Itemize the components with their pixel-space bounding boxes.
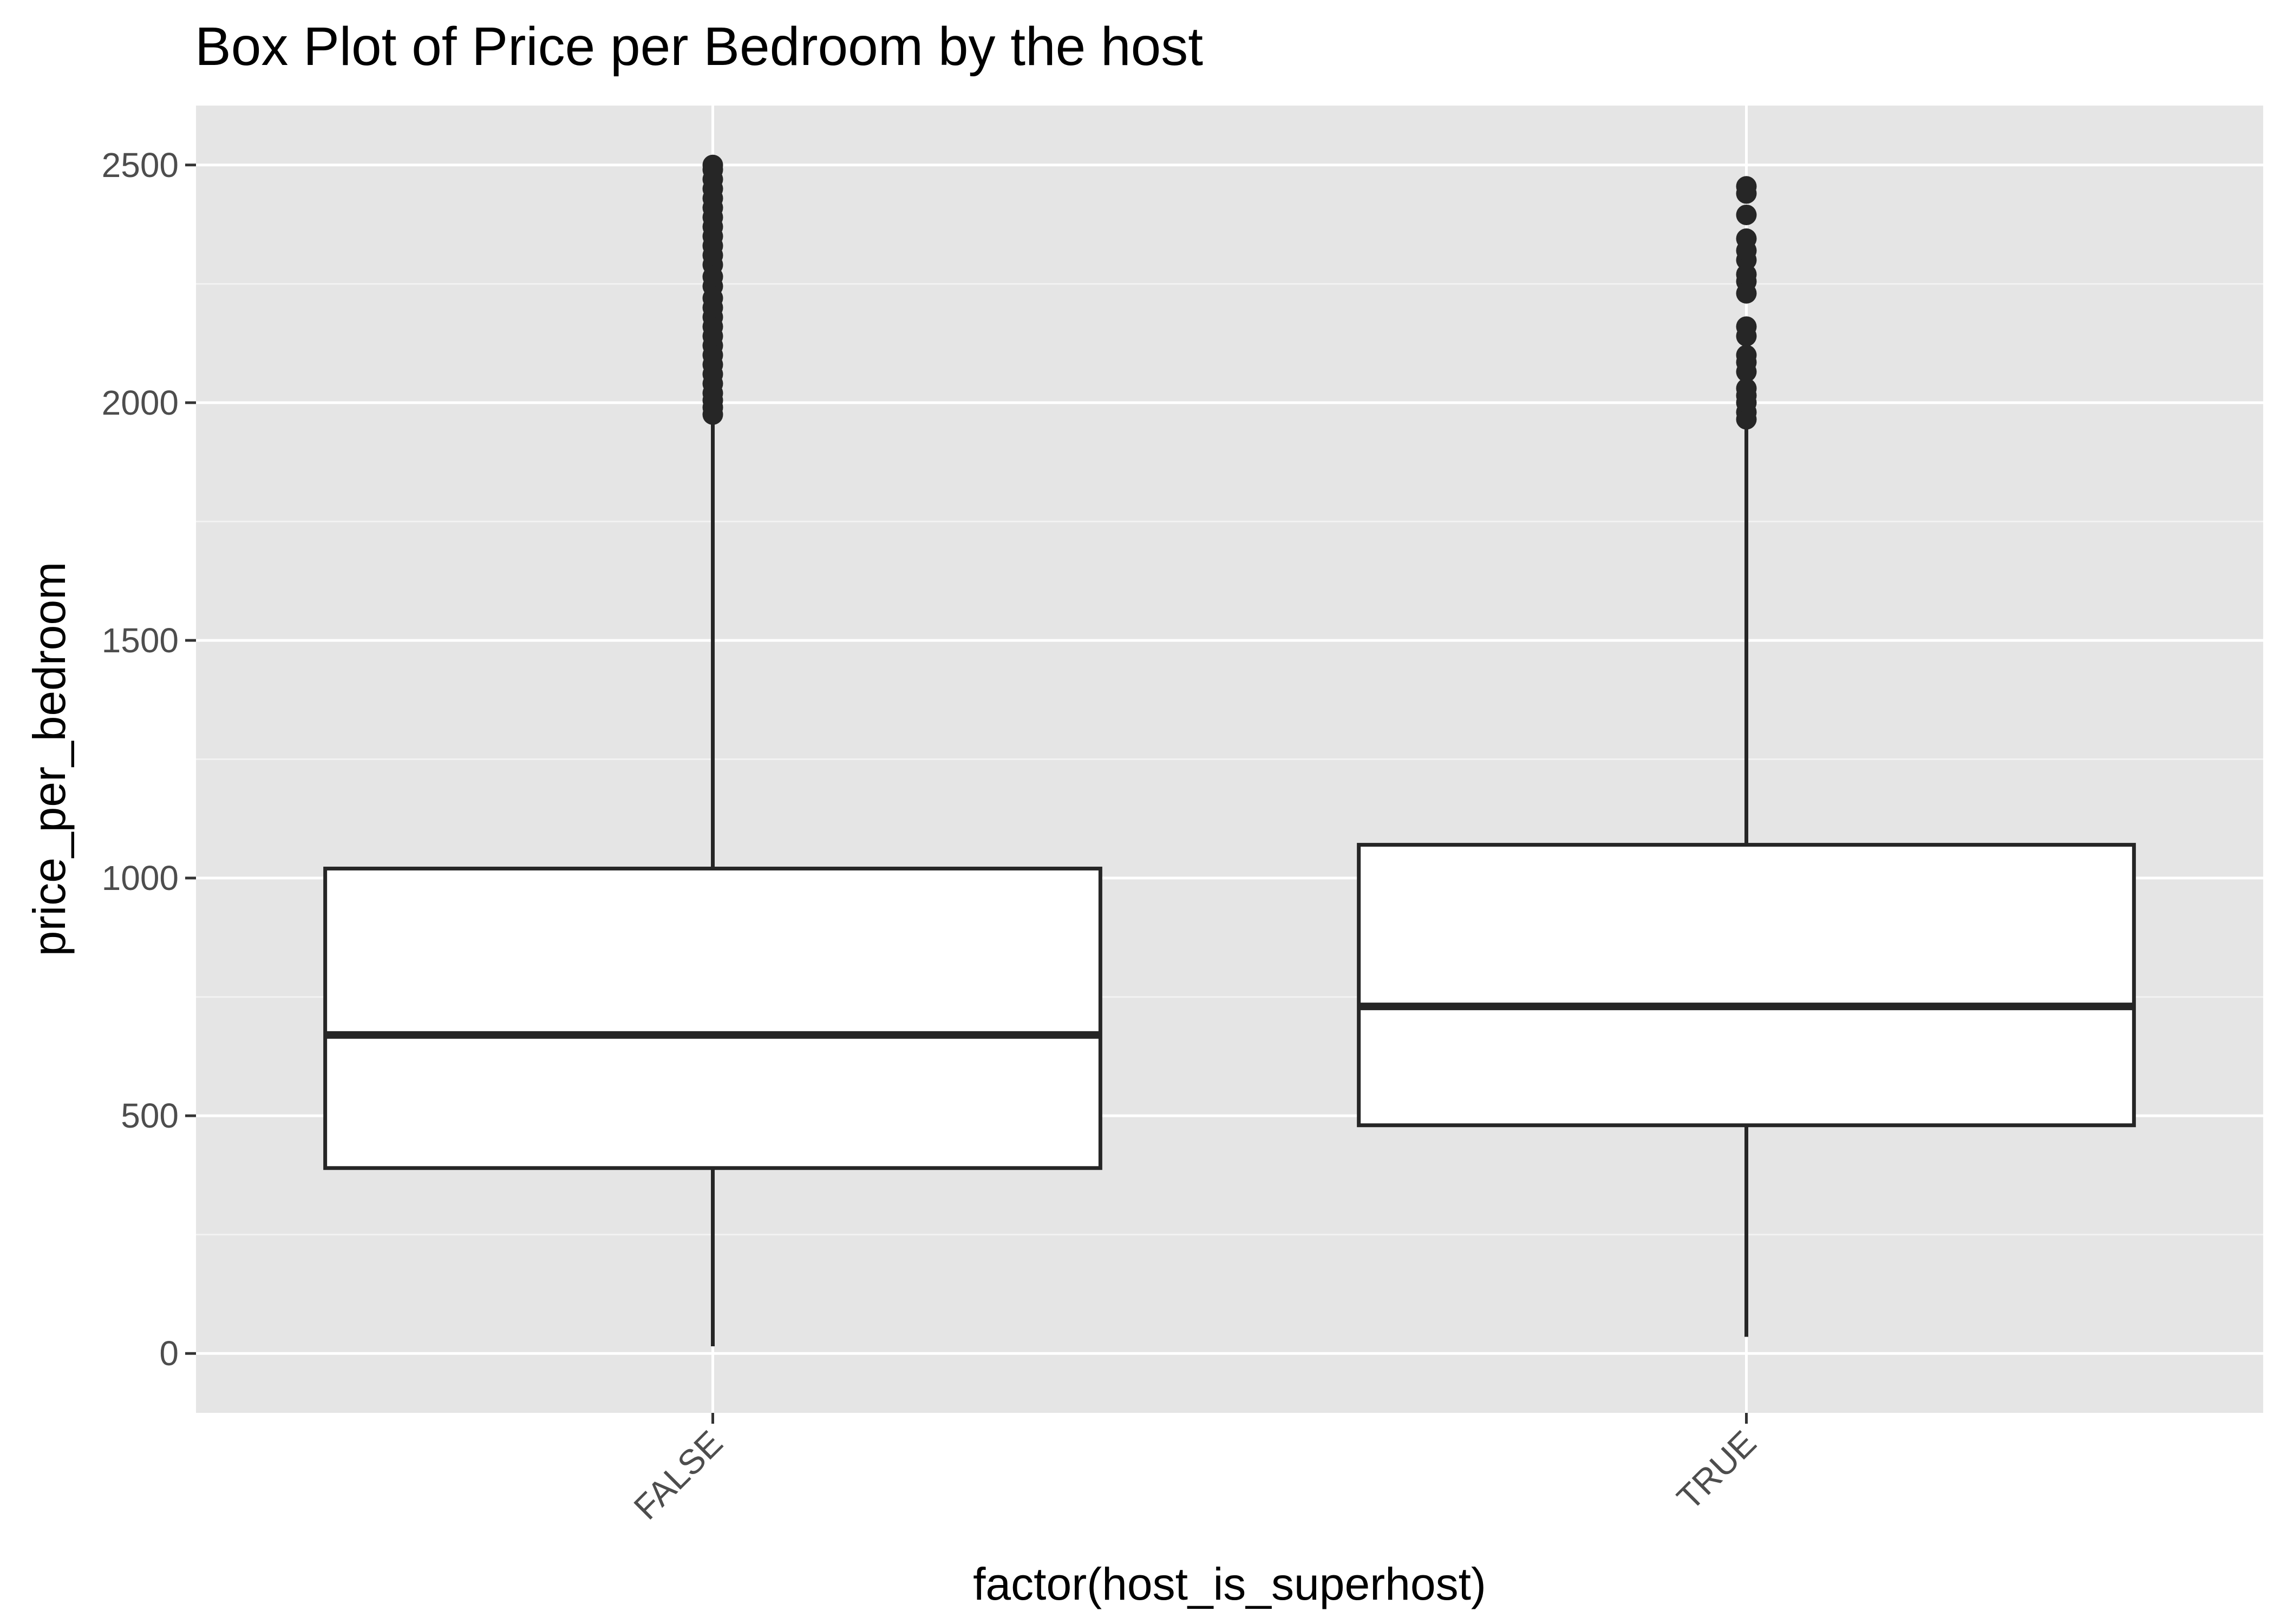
y-tick-label: 1000	[102, 859, 179, 898]
x-axis: FALSE TRUE	[626, 1413, 1763, 1527]
y-axis: 0 500 1000 1500 2000 2500	[102, 146, 196, 1373]
y-axis-title: price_per_bedroom	[24, 562, 75, 956]
y-tick-label: 1500	[102, 621, 179, 660]
outlier-point	[1736, 176, 1757, 197]
x-tick-label: TRUE	[1669, 1423, 1763, 1517]
x-axis-title: factor(host_is_superhost)	[973, 1558, 1486, 1609]
x-tick-label: FALSE	[626, 1423, 730, 1527]
iqr-box	[323, 866, 1102, 1170]
box-true	[1357, 176, 2136, 1337]
y-tick-label: 500	[121, 1096, 179, 1135]
box-false	[323, 154, 1102, 1347]
outlier-point	[1736, 378, 1757, 399]
outlier-point	[1736, 264, 1757, 285]
chart-title: Box Plot of Price per Bedroom by the hos…	[195, 16, 1203, 77]
y-tick-label: 2000	[102, 383, 179, 422]
outlier-point	[1736, 228, 1757, 249]
outlier-point	[1736, 345, 1757, 366]
outlier-point	[1736, 316, 1757, 337]
outlier-point	[702, 154, 723, 175]
boxes	[323, 154, 2136, 1347]
y-tick-label: 2500	[102, 146, 179, 185]
outlier-point	[1736, 204, 1757, 225]
y-tick-label: 0	[159, 1334, 179, 1373]
iqr-box	[1357, 843, 2136, 1128]
